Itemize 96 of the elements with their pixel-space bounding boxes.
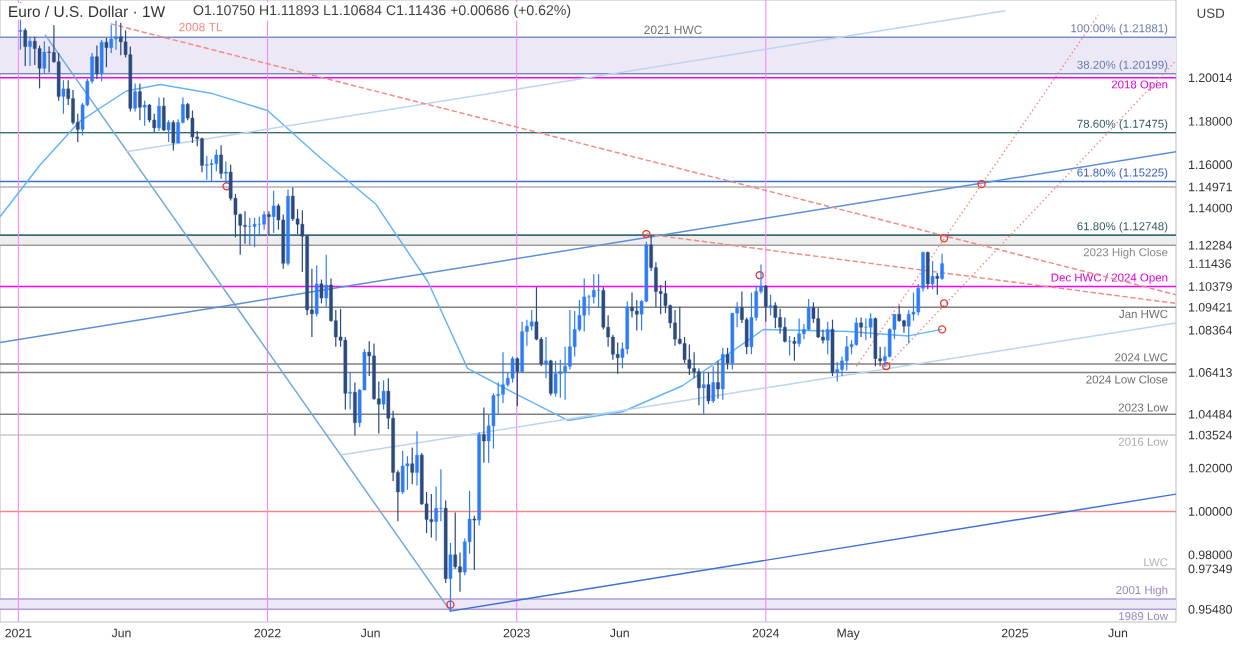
candlestick xyxy=(816,307,820,339)
candlestick xyxy=(749,291,754,355)
candlestick xyxy=(835,361,840,383)
candlestick xyxy=(271,190,276,234)
candlestick xyxy=(400,450,405,495)
line-series xyxy=(0,83,943,422)
candlestick xyxy=(138,82,142,121)
point xyxy=(222,182,231,191)
candlestick xyxy=(23,27,28,67)
candlestick xyxy=(935,272,940,296)
candlestick xyxy=(267,210,271,236)
candlestick xyxy=(95,44,99,80)
candlestick xyxy=(721,347,725,401)
candlestick xyxy=(104,37,109,68)
candlestick xyxy=(42,40,47,75)
candlestick xyxy=(205,155,209,181)
candlestick xyxy=(787,335,792,356)
candlestick xyxy=(28,36,32,67)
candlestick xyxy=(133,82,137,113)
candlestick xyxy=(596,273,601,309)
candlestick xyxy=(783,316,787,344)
candlestick xyxy=(319,278,324,304)
candlestick xyxy=(797,317,801,348)
candlestick xyxy=(701,372,706,415)
candlestick xyxy=(510,355,515,384)
candlestick xyxy=(219,144,223,180)
candlestick xyxy=(429,493,434,539)
candlestick xyxy=(549,359,553,397)
candlestick xyxy=(381,379,386,411)
point xyxy=(937,325,947,334)
candlestick xyxy=(257,216,262,237)
candlestick xyxy=(582,277,587,333)
candlestick xyxy=(859,316,863,338)
candlestick xyxy=(515,356,520,407)
candlestick xyxy=(448,542,453,613)
candlestick xyxy=(854,316,859,347)
candlestick xyxy=(171,119,176,152)
candlestick xyxy=(410,446,415,485)
candlestick xyxy=(200,137,204,173)
candlestick xyxy=(109,24,113,54)
candlestick xyxy=(162,96,166,132)
candlestick xyxy=(673,309,677,347)
candlestick xyxy=(711,365,716,404)
candlestick xyxy=(706,372,711,405)
candlestick xyxy=(119,22,123,56)
candlestick xyxy=(825,321,830,355)
candlestick xyxy=(868,312,873,339)
candlestick xyxy=(314,264,319,317)
candlestick xyxy=(926,250,930,290)
candlestick xyxy=(147,103,152,124)
candlestick xyxy=(940,253,944,281)
candlestick xyxy=(415,430,419,487)
candlestick xyxy=(114,19,118,51)
point xyxy=(977,180,986,189)
candlestick xyxy=(142,100,147,127)
candlestick xyxy=(166,119,171,143)
candlestick xyxy=(520,321,524,374)
candlestick xyxy=(348,372,352,411)
candlestick xyxy=(209,158,214,182)
candlestick xyxy=(248,217,252,246)
candlestick xyxy=(864,317,868,341)
candlestick xyxy=(687,343,692,376)
candlestick xyxy=(324,254,329,308)
candlestick xyxy=(773,301,778,329)
candlestick xyxy=(930,260,935,290)
candlestick xyxy=(37,44,42,89)
candlestick xyxy=(615,341,620,375)
point xyxy=(755,271,764,280)
candlestick xyxy=(553,360,558,398)
candlestick xyxy=(830,319,835,377)
candlestick xyxy=(472,515,477,571)
candlestick xyxy=(353,381,357,437)
point xyxy=(882,362,891,371)
candlestick xyxy=(873,316,878,367)
candlestick xyxy=(845,335,849,372)
candlestick xyxy=(262,210,266,231)
candlestick xyxy=(544,336,548,379)
point xyxy=(939,299,949,308)
candlestick xyxy=(635,299,639,332)
candlestick xyxy=(792,336,797,362)
candlestick xyxy=(725,347,730,371)
candlestick xyxy=(405,455,410,491)
candlestick xyxy=(778,308,782,335)
candlestick xyxy=(99,39,104,82)
candlestick xyxy=(764,284,768,323)
candlestick xyxy=(157,96,161,132)
point xyxy=(446,600,455,609)
candlestick xyxy=(190,109,195,144)
candlestick xyxy=(768,294,773,316)
candlestick xyxy=(482,406,486,464)
candlestick xyxy=(716,360,720,400)
candlestick xyxy=(806,298,811,332)
candlestick xyxy=(252,217,257,248)
candlestick xyxy=(61,79,66,115)
point xyxy=(939,234,949,243)
point xyxy=(642,229,651,239)
